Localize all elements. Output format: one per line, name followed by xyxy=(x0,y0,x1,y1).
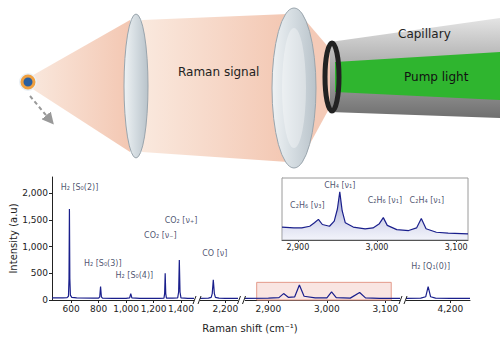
svg-text:H₂ [S₀(2)]: H₂ [S₀(2)] xyxy=(61,183,99,192)
svg-text:1,200: 1,200 xyxy=(141,304,167,314)
svg-text:C₂H₄ [ν₁]: C₂H₄ [ν₁] xyxy=(410,196,444,205)
svg-text:800: 800 xyxy=(90,304,107,314)
svg-text:500: 500 xyxy=(31,268,48,278)
svg-text:H₂ [S₀(4)]: H₂ [S₀(4)] xyxy=(116,271,154,280)
svg-text:2,000: 2,000 xyxy=(22,188,48,198)
svg-text:CO₂ [ν₊]: CO₂ [ν₊] xyxy=(165,216,198,225)
svg-text:2,900: 2,900 xyxy=(256,304,282,314)
svg-text:3,000: 3,000 xyxy=(314,304,340,314)
svg-text:2,900: 2,900 xyxy=(286,243,309,252)
svg-text:1,500: 1,500 xyxy=(22,215,48,225)
svg-text:4,200: 4,200 xyxy=(437,304,463,314)
svg-text:600: 600 xyxy=(63,304,80,314)
svg-text:Intensity (a.u): Intensity (a.u) xyxy=(8,203,19,273)
svg-text:CO₂ [ν₋]: CO₂ [ν₋] xyxy=(144,231,177,240)
svg-text:H₂ [Q₁(0)]: H₂ [Q₁(0)] xyxy=(411,262,450,271)
svg-text:2,200: 2,200 xyxy=(212,304,238,314)
svg-text:C₂H₆ [ν₁]: C₂H₆ [ν₁] xyxy=(368,196,402,205)
svg-text:Raman shift (cm⁻¹): Raman shift (cm⁻¹) xyxy=(202,323,297,334)
svg-text:1,400: 1,400 xyxy=(168,304,194,314)
svg-text:1,000: 1,000 xyxy=(113,304,139,314)
svg-text:Capillary: Capillary xyxy=(398,27,451,41)
svg-text:3,100: 3,100 xyxy=(372,304,398,314)
svg-text:3,100: 3,100 xyxy=(445,243,468,252)
svg-text:CH₄ [ν₁]: CH₄ [ν₁] xyxy=(324,181,355,190)
svg-text:3,000: 3,000 xyxy=(366,243,389,252)
svg-text:CO [ν]: CO [ν] xyxy=(202,249,227,258)
svg-text:0: 0 xyxy=(42,295,48,305)
svg-text:Raman signal: Raman signal xyxy=(178,65,259,79)
svg-text:Pump light: Pump light xyxy=(404,70,469,84)
svg-text:C₂H₆ [ν₃]: C₂H₆ [ν₃] xyxy=(290,201,324,210)
svg-text:H₂ [S₀(3)]: H₂ [S₀(3)] xyxy=(84,259,122,268)
svg-text:1,000: 1,000 xyxy=(22,242,48,252)
